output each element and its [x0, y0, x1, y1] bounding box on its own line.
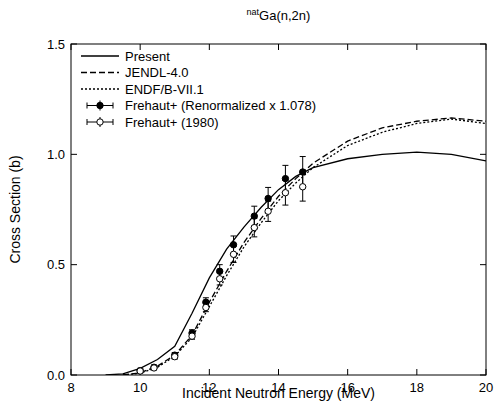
data-point: [217, 276, 223, 282]
data-point: [151, 364, 157, 370]
x-tick: [347, 369, 348, 375]
error-cap: [265, 187, 271, 188]
error-bar: [251, 218, 257, 237]
error-cap: [300, 156, 306, 157]
plot-frame: [71, 44, 486, 375]
x-tick-label: 10: [133, 380, 147, 395]
legend-line: [81, 72, 119, 73]
y-axis-label: Cross Section (b): [7, 155, 23, 263]
series-line: [106, 152, 486, 375]
error-cap: [217, 264, 223, 265]
plot-area: [106, 118, 486, 375]
x-tick-label: 16: [340, 380, 354, 395]
y-tick-label: 1.0: [47, 147, 65, 162]
data-point: [265, 195, 271, 201]
legend-label: JENDL-4.0: [125, 65, 189, 80]
series-line: [123, 118, 486, 375]
error-bar: [189, 333, 195, 339]
data-point: [151, 365, 157, 371]
x-tick-top: [209, 44, 210, 50]
error-cap: [265, 201, 271, 202]
legend-errorbar-cap: [113, 119, 114, 125]
legend-errorbar-cap: [113, 103, 114, 109]
error-cap: [300, 201, 306, 202]
error-bar: [172, 354, 178, 359]
data-point: [251, 224, 257, 230]
x-tick-label: 12: [202, 380, 216, 395]
x-tick-label: 18: [410, 380, 424, 395]
y-tick: [71, 154, 77, 155]
legend-label: Frehaut+ (1980): [125, 115, 219, 130]
legend-label: Frehaut+ (Renormalized x 1.078): [125, 98, 316, 113]
error-cap: [231, 235, 237, 236]
error-cap: [203, 311, 209, 312]
title: natGa(n,2n): [247, 7, 311, 23]
error-cap: [282, 205, 288, 206]
error-cap: [217, 284, 223, 285]
legend-marker: [97, 119, 103, 125]
error-cap: [217, 272, 223, 273]
legend-marker: [97, 102, 103, 108]
error-cap: [251, 218, 257, 219]
data-point: [265, 208, 271, 214]
legend-label: ENDF/B-VII.1: [125, 82, 204, 97]
error-bar: [231, 246, 237, 262]
legend-errorbar-cap: [87, 119, 88, 125]
chart: natGa(n,2n)Incident Neutron Energy (MeV)…: [0, 0, 500, 403]
x-tick-top: [416, 44, 417, 50]
error-cap: [231, 246, 237, 247]
legend: PresentJENDL-4.0 ENDF/B-VII.1Frehaut+ (Re…: [81, 49, 316, 130]
y-tick-label: 0.0: [47, 368, 65, 383]
axes: 8 10 12 14 16 18 20 0.0 0.5 1.0 1.5: [47, 37, 493, 396]
data-point: [203, 304, 209, 310]
data-point: [300, 184, 306, 190]
data-point: [137, 368, 143, 374]
data-point: [189, 333, 195, 339]
data-point: [137, 367, 143, 373]
error-cap: [251, 236, 257, 237]
error-cap: [231, 262, 237, 263]
x-tick-top: [347, 44, 348, 50]
error-cap: [203, 297, 209, 298]
y-tick-label: 0.5: [47, 257, 65, 272]
error-bar: [300, 172, 306, 201]
data-point: [282, 190, 288, 196]
y-tick-right: [480, 264, 486, 265]
y-tick-label: 1.5: [47, 37, 65, 52]
error-cap: [203, 303, 209, 304]
data-point: [251, 213, 257, 219]
x-tick-label: 20: [479, 380, 493, 395]
y-tick-right: [480, 154, 486, 155]
error-bar: [282, 180, 288, 205]
legend-errorbar-cap: [87, 103, 88, 109]
data-point: [172, 353, 178, 359]
title-main: Ga(n,2n): [259, 8, 310, 23]
data-point: [282, 175, 288, 181]
data-point: [230, 251, 236, 257]
x-tick-top: [278, 44, 279, 50]
error-cap: [265, 221, 271, 222]
title-sup: nat: [247, 7, 260, 17]
x-tick-label: 8: [67, 380, 74, 395]
y-tick: [71, 264, 77, 265]
legend-line: [81, 55, 119, 56]
error-bar: [203, 303, 209, 311]
error-bar: [217, 273, 223, 285]
x-tick: [209, 369, 210, 375]
series-line: [123, 119, 486, 375]
legend-line: [81, 88, 119, 89]
error-cap: [300, 172, 306, 173]
legend-label: Present: [125, 49, 170, 64]
x-tick-label: 14: [271, 380, 285, 395]
error-bar: [265, 201, 271, 221]
x-tick: [416, 369, 417, 375]
error-cap: [282, 180, 288, 181]
error-cap: [251, 206, 257, 207]
x-tick: [278, 369, 279, 375]
error-cap: [282, 165, 288, 166]
